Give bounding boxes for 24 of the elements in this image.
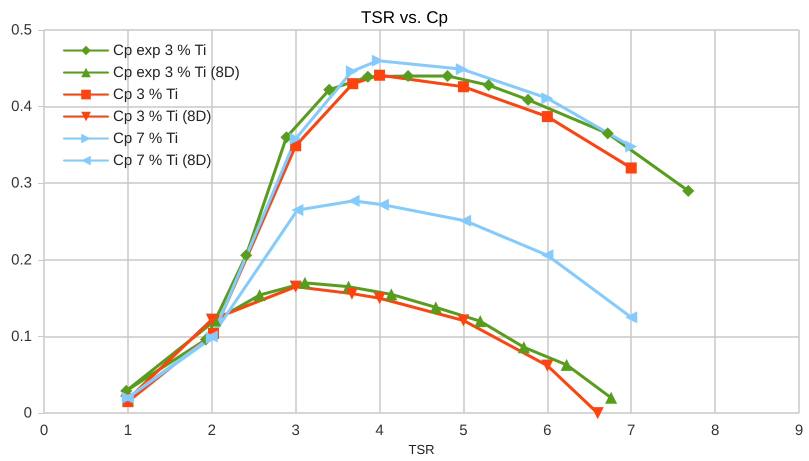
y-tick-label: 0.2 bbox=[11, 251, 32, 268]
legend-label: Cp 7 % Ti bbox=[113, 130, 178, 147]
x-tick-label: 6 bbox=[543, 422, 552, 440]
x-tick-label: 5 bbox=[459, 422, 468, 440]
legend-label: Cp 7 % Ti (8D) bbox=[113, 152, 212, 169]
x-tick-label: 4 bbox=[375, 422, 384, 440]
chart-title: TSR vs. Cp bbox=[361, 8, 448, 27]
legend-label: Cp exp 3 % Ti (8D) bbox=[113, 64, 240, 81]
x-tick-label: 9 bbox=[794, 422, 804, 440]
y-tick-label: 0.4 bbox=[11, 98, 32, 116]
x-tick-label: 7 bbox=[627, 422, 636, 440]
y-tick-label: 0 bbox=[24, 404, 32, 422]
x-tick-label: 2 bbox=[208, 422, 216, 440]
x-tick-label: 0 bbox=[40, 422, 48, 440]
x-tick-label: 3 bbox=[291, 422, 300, 440]
y-tick-label: 0.3 bbox=[11, 174, 32, 192]
y-tick-label: 0.1 bbox=[11, 328, 32, 345]
legend-label: Cp 3 % Ti (8D) bbox=[113, 108, 212, 125]
y-tick-label: 0.5 bbox=[11, 22, 32, 38]
legend-label: Cp 3 % Ti bbox=[113, 86, 178, 103]
legend-label: Cp exp 3 % Ti bbox=[113, 42, 206, 59]
x-tick-label: 1 bbox=[124, 422, 132, 440]
x-tick-label: 8 bbox=[710, 422, 720, 440]
x-axis-title: TSR bbox=[408, 442, 434, 457]
